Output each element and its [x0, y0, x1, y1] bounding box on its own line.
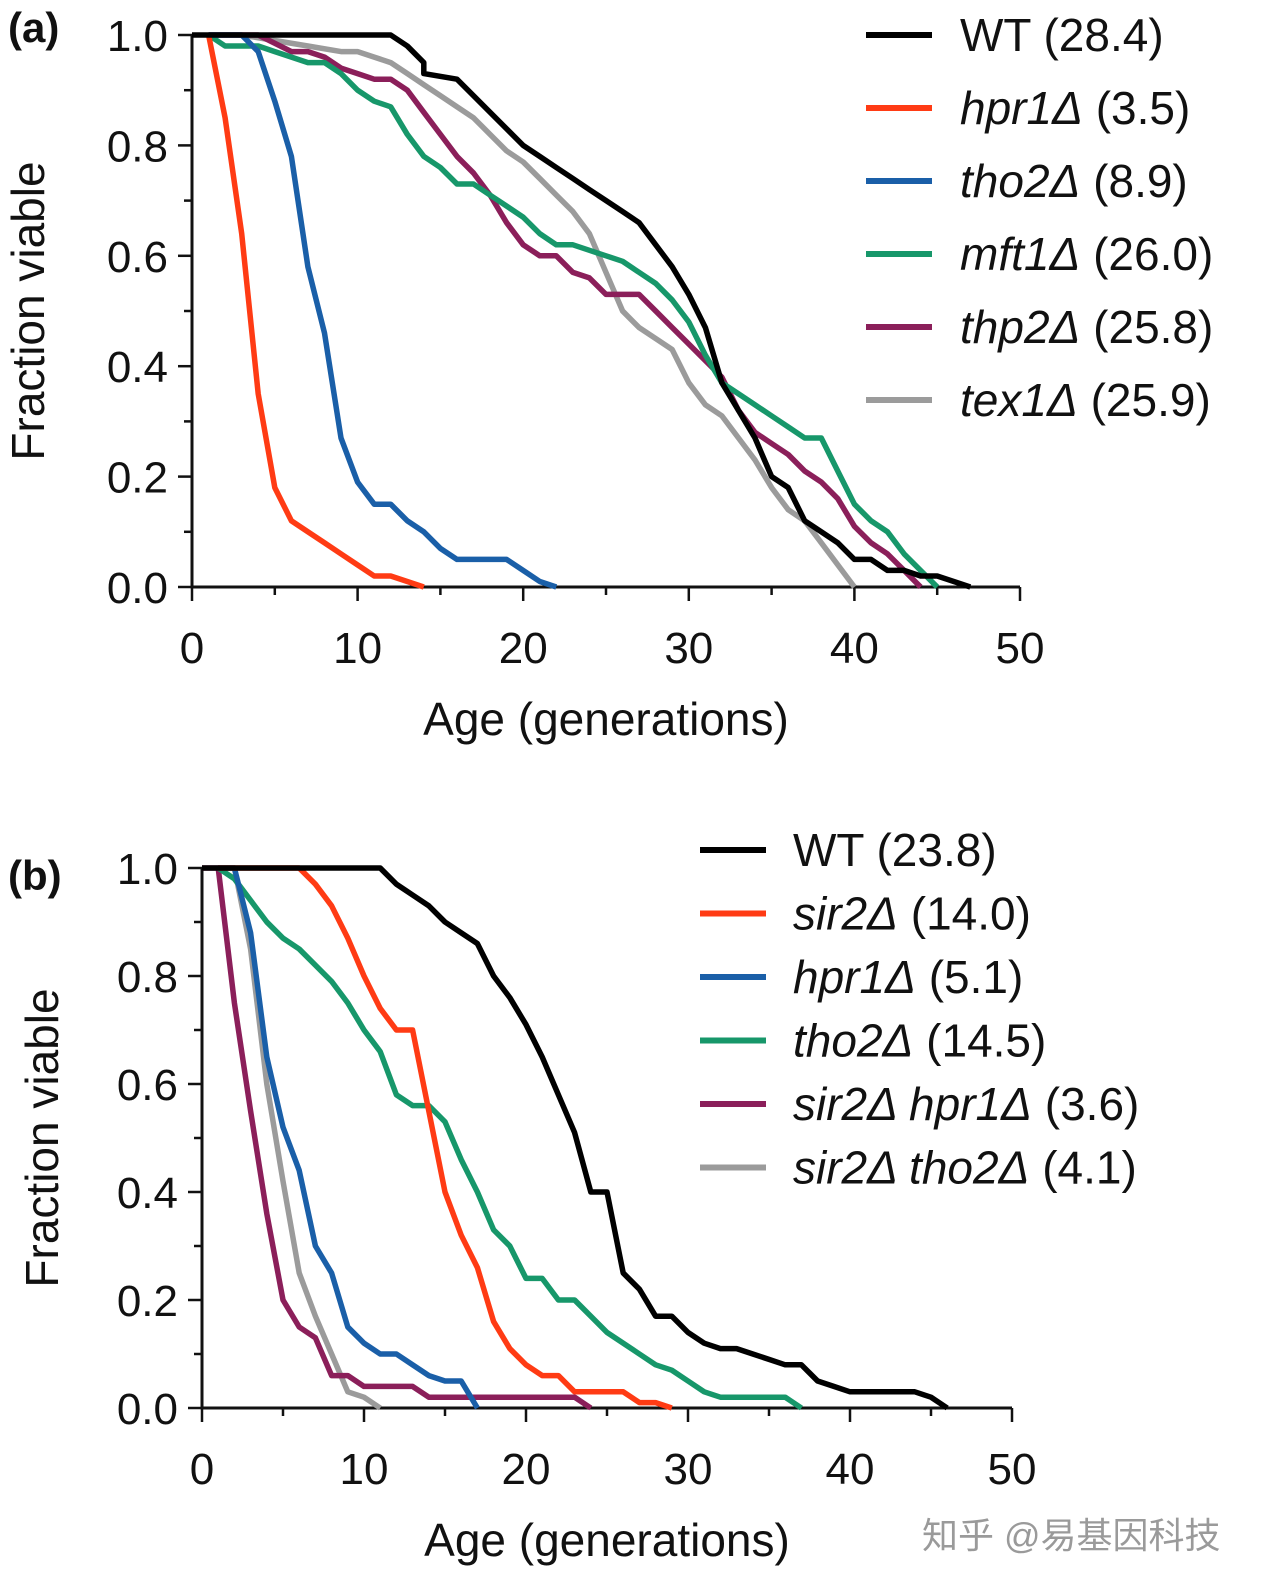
panel-a-series-line-5 — [208, 32, 857, 589]
panel-b-x-tick-label: 0 — [190, 1445, 214, 1494]
panel-a-series-line-1 — [205, 34, 425, 590]
panel-a-legend-name: WT — [960, 9, 1031, 61]
panel-b-series-line-3 — [216, 865, 803, 1411]
panel-a-legend-label-4: thp2Δ (25.8) — [960, 301, 1213, 353]
panel-a-legend-median: (8.9) — [1080, 155, 1187, 207]
panel-b-y-tick-label: 1.0 — [117, 845, 178, 894]
panel-b-series-line-4 — [202, 865, 593, 1411]
panel-a-legend-name: tho2Δ — [960, 155, 1080, 207]
panel-a-series-line-4 — [208, 32, 923, 589]
panel-b-legend-label-0: WT (23.8) — [793, 824, 997, 876]
panel-a-series-line-3 — [207, 32, 940, 589]
panel-b-y-tick-label: 0.4 — [117, 1169, 178, 1218]
panel-a-y-tick-label: 0.0 — [107, 564, 168, 613]
panel-b-legend-name: tho2Δ — [793, 1015, 913, 1067]
panel-a-legend-label-2: tho2Δ (8.9) — [960, 155, 1188, 207]
panel-a-legend-name: mft1Δ — [960, 228, 1080, 280]
panel-b-series-line-0 — [202, 865, 949, 1411]
panel-b-legend-median: (3.6) — [1032, 1078, 1139, 1130]
panel-b-y-axis-title: Fraction viable — [16, 988, 68, 1287]
panel-a-legend-label-3: mft1Δ (26.0) — [960, 228, 1213, 280]
panel-b-x-tick-label: 50 — [988, 1445, 1037, 1494]
panel-b-y-tick-label: 0.2 — [117, 1277, 178, 1326]
panel-a-legend-label-1: hpr1Δ (3.5) — [960, 82, 1190, 134]
panel-b-x-tick-label: 30 — [664, 1445, 713, 1494]
panel-b-legend-label-3: tho2Δ (14.5) — [793, 1015, 1046, 1067]
panel-b-legend-label-1: sir2Δ (14.0) — [793, 888, 1031, 940]
watermark: 知乎 @易基因科技 — [922, 1515, 1221, 1556]
panel-a-y-tick-label: 0.6 — [107, 233, 168, 282]
panel-a-y-axis-title: Fraction viable — [2, 161, 54, 460]
panel-a-x-tick-label: 40 — [830, 624, 879, 673]
panel-a-x-tick-label: 50 — [996, 624, 1045, 673]
panel-a-y-tick-label: 0.2 — [107, 454, 168, 503]
panel-b-legend-median: (5.1) — [916, 951, 1023, 1003]
panel-a-legend-name: thp2Δ — [960, 301, 1080, 353]
panel-a-x-tick-label: 30 — [664, 624, 713, 673]
panel-b-label: (b) — [8, 852, 62, 899]
panel-b-x-axis-title: Age (generations) — [424, 1514, 790, 1566]
panel-b-x-tick-label: 20 — [502, 1445, 551, 1494]
panel-a-legend-median: (26.0) — [1080, 228, 1213, 280]
panel-b-legend-name: sir2Δ — [793, 888, 898, 940]
panel-b-legend-label-2: hpr1Δ (5.1) — [793, 951, 1023, 1003]
panel-b-legend-median: (23.8) — [864, 824, 997, 876]
panel-a-x-tick-label: 10 — [333, 624, 382, 673]
panel-a-legend-median: (3.5) — [1083, 82, 1190, 134]
panel-a-series-line-2 — [208, 32, 558, 590]
panel-a-x-tick-label: 20 — [499, 624, 548, 673]
panel-a-legend-name: hpr1Δ — [960, 82, 1083, 134]
panel-a-legend-label-5: tex1Δ (25.9) — [960, 374, 1211, 426]
panel-b-y-tick-label: 0.0 — [117, 1385, 178, 1434]
panel-a-legend-median: (28.4) — [1031, 9, 1164, 61]
panel-a-y-tick-label: 1.0 — [107, 12, 168, 61]
panel-a-y-tick-label: 0.8 — [107, 122, 168, 171]
panel-b-x-tick-label: 10 — [340, 1445, 389, 1494]
panel-a-legend-median: (25.8) — [1080, 301, 1213, 353]
panel-b-legend-name: sir2Δ tho2Δ — [793, 1142, 1029, 1194]
panel-a-x-axis-title: Age (generations) — [423, 693, 789, 745]
panel-a-legend-label-0: WT (28.4) — [960, 9, 1164, 61]
panel-a-chart: (a) 0 10 20 30 40 50 0.0 0.2 0.4 0.6 0.8 1.0 Age (gen… — [2, 4, 1213, 745]
panel-b-legend-name: sir2Δ hpr1Δ — [793, 1078, 1032, 1130]
panel-a-x-tick-label: 0 — [180, 624, 204, 673]
panel-b-legend-name: hpr1Δ — [793, 951, 916, 1003]
panel-a-y-tick-label: 0.4 — [107, 343, 168, 392]
panel-b-y-tick-label: 0.8 — [117, 953, 178, 1002]
panel-b-chart: (b) 0 10 20 30 40 50 0.0 0.2 0.4 0.6 0.8 1.0 Age (gen… — [8, 824, 1139, 1566]
panel-b-series-line-1 — [218, 865, 673, 1411]
panel-b-legend-label-5: sir2Δ tho2Δ (4.1) — [793, 1142, 1137, 1194]
panel-a-legend-median: (25.9) — [1078, 374, 1211, 426]
panel-b-legend-label-4: sir2Δ hpr1Δ (3.6) — [793, 1078, 1139, 1130]
panel-b-legend-name: WT — [793, 824, 864, 876]
panel-b-legend-median: (14.5) — [913, 1015, 1046, 1067]
panel-b-series-line-2 — [218, 865, 480, 1410]
panel-b-legend-median: (14.0) — [898, 888, 1031, 940]
panel-b-legend-median: (4.1) — [1029, 1142, 1136, 1194]
panel-a-legend-name: tex1Δ — [960, 374, 1078, 426]
panel-a-label: (a) — [8, 4, 59, 51]
panel-b-y-tick-label: 0.6 — [117, 1061, 178, 1110]
panel-b-x-tick-label: 40 — [826, 1445, 875, 1494]
panel-a-series-line-0 — [192, 32, 972, 590]
